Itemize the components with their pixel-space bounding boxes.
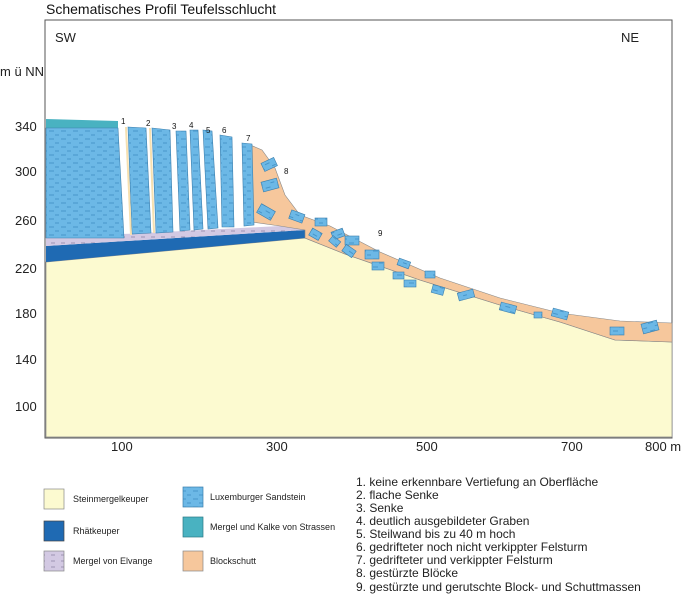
y-tick-label: 140 — [15, 352, 37, 367]
y-tick-label: 300 — [15, 164, 37, 179]
y-tick-label: 180 — [15, 306, 37, 321]
legend: Steinmergelkeuper Rhätkeuper Mergel von … — [43, 486, 335, 572]
note-item: 9. gestürzte und gerutschte Block- und S… — [356, 580, 641, 594]
layer-rhaetkeuper — [46, 230, 305, 262]
legend-label: Blockschutt — [210, 556, 257, 566]
fallen-blocks — [256, 157, 660, 336]
x-tick-label: 700 — [561, 439, 583, 454]
marker-8: 8 — [284, 167, 289, 176]
legend-label: Mergel von Elvange — [73, 556, 153, 566]
layer-mergel-von-elvange — [46, 226, 305, 246]
legend-label: Mergel und Kalke von Strassen — [210, 522, 335, 532]
marker-6: 6 — [222, 126, 227, 135]
legend-swatch — [182, 486, 204, 508]
figure-title: Schematisches Profil Teufelsschlucht — [46, 1, 277, 17]
x-tick-label: 300 — [266, 439, 288, 454]
x-tick-label: 100 — [111, 439, 133, 454]
marker-1: 1 — [121, 117, 126, 126]
legend-swatch — [43, 550, 65, 572]
notes-list: 1. keine erkennbare Vertiefung an Oberfl… — [356, 475, 641, 594]
plot-frame — [44, 19, 673, 439]
note-item: 3. Senke — [356, 501, 404, 515]
legend-swatch — [43, 520, 65, 542]
legend-swatch — [182, 550, 204, 572]
legend-swatch — [43, 488, 65, 510]
legend-label: Steinmergelkeuper — [73, 494, 149, 504]
marker-3: 3 — [172, 122, 177, 131]
sandstone-towers — [125, 126, 255, 236]
y-tick-label: 100 — [15, 399, 37, 414]
marker-4: 4 — [189, 121, 194, 130]
y-tick-label: 260 — [15, 213, 37, 228]
direction-sw-label: SW — [55, 30, 77, 45]
note-item: 1. keine erkennbare Vertiefung an Oberfl… — [356, 475, 598, 489]
marker-5: 5 — [206, 126, 211, 135]
marker-2: 2 — [146, 119, 151, 128]
x-tick-label: 800 m — [645, 439, 681, 454]
legend-label: Rhätkeuper — [73, 526, 120, 536]
marker-9: 9 — [378, 229, 383, 238]
note-item: 7. gedrifteter und verkippter Felsturm — [356, 553, 553, 567]
note-item: 4. deutlich ausgebildeter Graben — [356, 514, 529, 528]
note-item: 6. gedrifteter noch nicht verkippter Fel… — [356, 540, 587, 554]
y-tick-label: 340 — [15, 119, 37, 134]
y-tick-label: 220 — [15, 261, 37, 276]
y-axis-label: m ü NN — [0, 64, 44, 79]
layer-luxemburger-sandstein — [45, 127, 125, 239]
direction-ne-label: NE — [621, 30, 639, 45]
x-tick-label: 500 — [416, 439, 438, 454]
note-item: 5. Steilwand bis zu 40 m hoch — [356, 527, 515, 541]
note-item: 2. flache Senke — [356, 488, 439, 502]
layer-steinmergelkeuper — [45, 237, 673, 438]
note-item: 8. gestürzte Blöcke — [356, 566, 458, 580]
legend-label: Luxemburger Sandstein — [210, 492, 306, 502]
legend-swatch — [182, 516, 204, 538]
marker-7: 7 — [246, 134, 251, 143]
layer-mergel-kalke-strassen — [46, 119, 118, 128]
